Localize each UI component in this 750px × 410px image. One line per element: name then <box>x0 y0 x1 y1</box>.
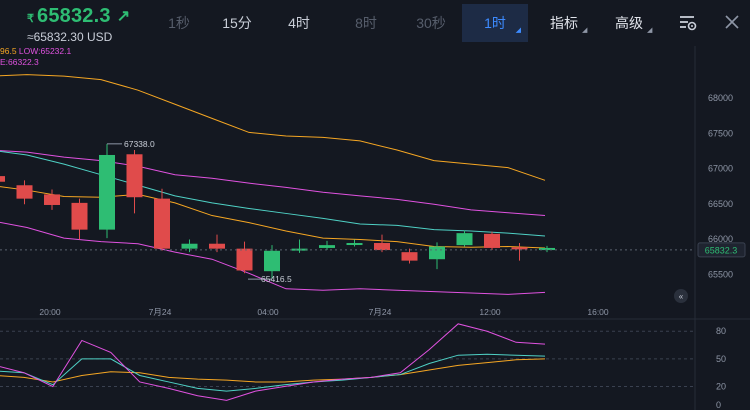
legend-line-1: 96.5 LOW:65232.1 <box>0 46 71 57</box>
oscillator-tick-label: 20 <box>716 382 726 392</box>
chart-settings-icon[interactable] <box>677 12 699 34</box>
candle-body <box>374 243 390 251</box>
candle-body <box>0 176 5 182</box>
tab-1s[interactable]: 1秒 <box>150 4 208 42</box>
indicator-legend: 96.5 LOW:65232.1 E:66322.3 <box>0 46 71 68</box>
interval-tabs: 1秒 15分 4时 8时 30秒 1时 ◢ <box>150 4 528 42</box>
band-middle-pink-line <box>0 150 546 217</box>
tab-15m[interactable]: 15分 <box>208 4 266 42</box>
arrow-up-right-icon: ↗ <box>116 8 131 25</box>
time-tick-label: 12:00 <box>479 307 501 317</box>
candle-body <box>319 245 335 248</box>
oscillator-teal-line <box>0 353 546 392</box>
candle-body <box>539 247 555 251</box>
indicators-menu[interactable]: 指标 ◢ <box>550 4 587 42</box>
tab-label: 8时 <box>355 15 377 31</box>
candle-body <box>126 154 143 198</box>
candle-body <box>511 247 528 250</box>
usd-equivalent-price: ≈65832.30 USD <box>27 30 113 44</box>
candle-body <box>181 243 198 249</box>
price-tick-label: 67000 <box>708 164 733 174</box>
band-middle-teal-line <box>0 150 546 237</box>
tab-8h[interactable]: 8时 <box>332 4 400 42</box>
candle-body <box>209 243 225 249</box>
oscillator-panel: 80 50 20 0 <box>0 323 726 410</box>
dropdown-corner-icon: ◢ <box>647 27 653 34</box>
time-tick-label: 7月24 <box>149 307 172 317</box>
price-tick-label: 66000 <box>708 234 733 244</box>
time-tick-label: 04:00 <box>257 307 279 317</box>
tab-1h[interactable]: 1时 ◢ <box>462 4 528 42</box>
oscillator-tick-label: 0 <box>716 400 721 410</box>
tab-30s[interactable]: 30秒 <box>400 4 462 42</box>
price-tick-label: 67500 <box>708 128 733 138</box>
candle-body <box>456 233 473 246</box>
oscillator-pink-line <box>0 323 546 401</box>
chart-annotations: 65832.3 67338.0 65416.5 « <box>0 139 746 303</box>
candle-body <box>44 194 60 205</box>
candle-body <box>154 198 170 249</box>
price-tick-label: 68000 <box>708 93 733 103</box>
advanced-label: 高级 <box>615 15 643 31</box>
current-price-tag <box>697 242 746 258</box>
double-chevron-left-icon: « <box>679 292 684 301</box>
close-icon[interactable] <box>722 12 744 34</box>
candle-body <box>401 252 418 261</box>
time-tick-label: 16:00 <box>587 307 609 317</box>
candle-body <box>429 246 445 260</box>
indicators-label: 指标 <box>550 15 578 31</box>
candle-body <box>264 250 280 272</box>
bollinger-bands <box>0 74 546 295</box>
oscillator-tick-label: 50 <box>716 354 726 364</box>
price-tick-label: 65500 <box>708 269 733 279</box>
tab-label: 15分 <box>222 15 252 31</box>
candle-body <box>71 202 88 230</box>
dropdown-corner-icon: ◢ <box>515 27 521 34</box>
current-price-label: 65832.3 <box>705 245 738 255</box>
legend-value: 96.5 <box>0 46 17 56</box>
candle-body <box>484 233 500 248</box>
time-tick-label: 20:00 <box>39 307 61 317</box>
oscillator-tick-label: 80 <box>716 326 726 336</box>
last-price: 65832.3 <box>37 4 111 27</box>
price-axis: 68000 67500 67000 66500 66000 65500 <box>708 93 733 279</box>
candle-body <box>346 243 363 246</box>
tab-label: 30秒 <box>416 15 446 31</box>
high-label: 67338.0 <box>124 139 155 149</box>
tab-label: 1时 <box>484 15 506 31</box>
tab-4h[interactable]: 4时 <box>266 4 332 42</box>
oscillator-orange-line <box>0 358 546 383</box>
band-middle-orange-line <box>0 186 546 249</box>
candlesticks <box>0 143 555 280</box>
price-block: ₹ 65832.3 ↗ ≈65832.30 USD <box>0 4 150 45</box>
candle-body <box>99 154 115 230</box>
band-upper-line <box>0 74 546 181</box>
time-tick-label: 7月24 <box>369 307 392 317</box>
scroll-to-latest-button <box>674 289 688 303</box>
dropdown-corner-icon: ◢ <box>582 27 588 34</box>
candle-body <box>291 248 308 251</box>
legend-low: LOW:65232.1 <box>18 46 72 56</box>
tab-label: 4时 <box>288 15 310 31</box>
legend-line-2: E:66322.3 <box>0 57 39 67</box>
chart-grid <box>0 46 750 410</box>
chart-header: ₹ 65832.3 ↗ ≈65832.30 USD 1秒 15分 4时 8时 3… <box>0 0 750 46</box>
time-axis: 20:00 7月24 04:00 7月24 12:00 16:00 <box>39 307 609 317</box>
candle-body <box>236 248 253 271</box>
candle-body <box>16 185 33 199</box>
band-lower-line <box>0 221 546 295</box>
price-row: ₹ 65832.3 ↗ <box>0 4 150 28</box>
currency-symbol: ₹ <box>27 13 34 25</box>
tab-label: 1秒 <box>168 15 190 31</box>
low-label: 65416.5 <box>261 274 292 284</box>
advanced-menu[interactable]: 高级 ◢ <box>615 4 652 42</box>
price-tick-label: 66500 <box>708 199 733 209</box>
